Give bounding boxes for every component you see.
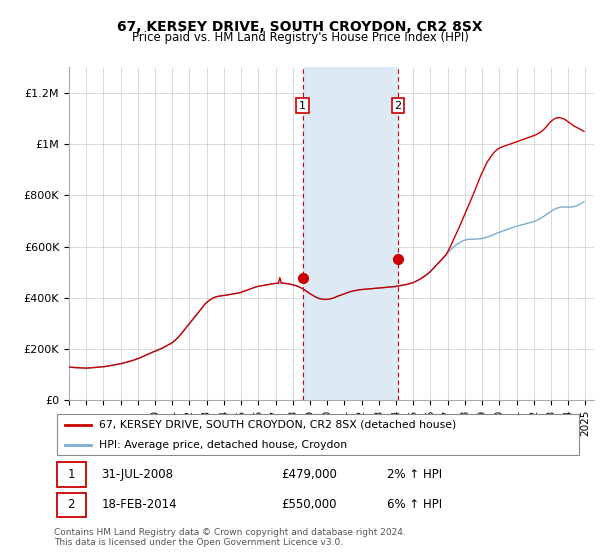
Text: HPI: Average price, detached house, Croydon: HPI: Average price, detached house, Croy…: [99, 440, 347, 450]
Text: 1: 1: [299, 101, 306, 111]
Text: Price paid vs. HM Land Registry's House Price Index (HPI): Price paid vs. HM Land Registry's House …: [131, 31, 469, 44]
Text: 18-FEB-2014: 18-FEB-2014: [101, 498, 177, 511]
Text: 2: 2: [395, 101, 401, 111]
Text: 67, KERSEY DRIVE, SOUTH CROYDON, CR2 8SX: 67, KERSEY DRIVE, SOUTH CROYDON, CR2 8SX: [117, 20, 483, 34]
Text: 2% ↑ HPI: 2% ↑ HPI: [386, 468, 442, 481]
Bar: [56, 493, 86, 517]
Text: £550,000: £550,000: [281, 498, 337, 511]
Text: Contains HM Land Registry data © Crown copyright and database right 2024.
This d: Contains HM Land Registry data © Crown c…: [54, 528, 406, 547]
Text: 67, KERSEY DRIVE, SOUTH CROYDON, CR2 8SX (detached house): 67, KERSEY DRIVE, SOUTH CROYDON, CR2 8SX…: [99, 419, 456, 430]
FancyBboxPatch shape: [56, 414, 580, 455]
Text: £479,000: £479,000: [281, 468, 337, 481]
Text: 6% ↑ HPI: 6% ↑ HPI: [386, 498, 442, 511]
Bar: [56, 462, 86, 487]
Text: 1: 1: [67, 468, 75, 481]
Text: 31-JUL-2008: 31-JUL-2008: [101, 468, 173, 481]
Bar: [302, 67, 398, 400]
Text: 2: 2: [67, 498, 75, 511]
